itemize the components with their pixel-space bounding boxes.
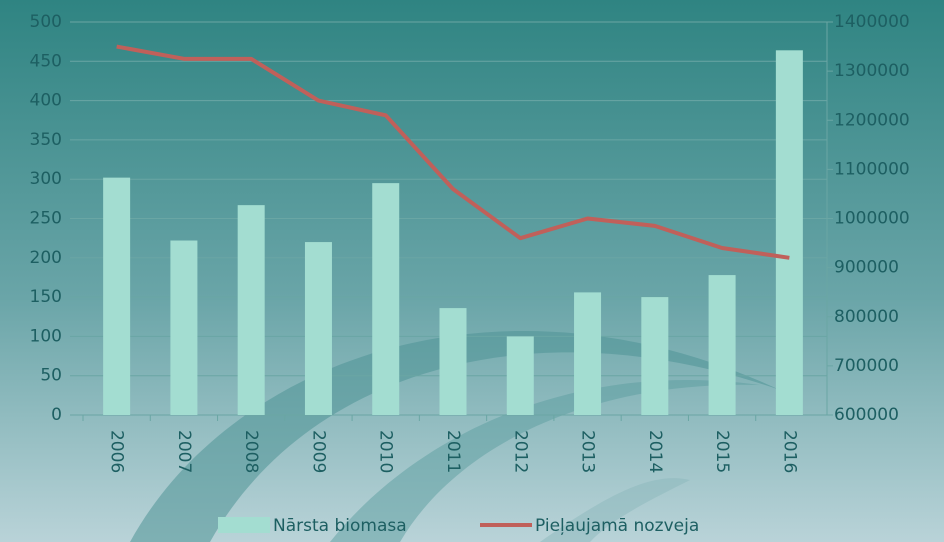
y2-tick-label: 1000000 — [834, 209, 910, 229]
x-tick-label: 2009 — [308, 430, 328, 473]
x-tick-label: 2015 — [712, 430, 732, 473]
y-tick-label: 500 — [30, 12, 62, 32]
y-tick-label: 0 — [51, 405, 62, 425]
x-tick-label: 2007 — [174, 430, 194, 473]
y-tick-label: 100 — [30, 326, 62, 346]
y-tick-label: 300 — [30, 169, 62, 189]
y-tick-label: 250 — [30, 209, 62, 229]
x-tick-label: 2013 — [578, 430, 598, 473]
bar — [506, 336, 534, 415]
y2-tick-label: 600000 — [834, 405, 899, 425]
bar — [708, 275, 736, 415]
bar — [304, 242, 332, 415]
y2-tick-label: 700000 — [834, 356, 899, 376]
bar — [372, 183, 400, 415]
y-tick-label: 50 — [40, 366, 62, 386]
bar — [641, 297, 669, 415]
x-tick-label: 2014 — [645, 430, 665, 473]
y-tick-label: 400 — [30, 91, 62, 111]
legend-swatch — [218, 517, 270, 533]
bar — [439, 308, 467, 415]
x-tick-label: 2010 — [376, 430, 396, 473]
y-tick-label: 450 — [30, 51, 62, 71]
y2-tick-label: 1200000 — [834, 110, 910, 130]
y2-tick-label: 1100000 — [834, 159, 910, 179]
y2-tick-label: 900000 — [834, 258, 899, 278]
legend-label: Nārsta biomasa — [273, 516, 407, 536]
decor-swoosh — [330, 379, 760, 542]
y-tick-label: 350 — [30, 130, 62, 150]
x-tick-label: 2008 — [241, 430, 261, 473]
x-tick-label: 2011 — [443, 430, 463, 473]
y2-tick-label: 1300000 — [834, 61, 910, 81]
y2-tick-label: 1400000 — [834, 12, 910, 32]
y-tick-label: 150 — [30, 287, 62, 307]
bar — [103, 177, 131, 415]
bar — [170, 240, 198, 415]
line — [116, 44, 790, 260]
x-tick-label: 2012 — [510, 430, 530, 473]
bar — [574, 292, 602, 415]
x-tick-label: 2016 — [779, 430, 799, 473]
bar — [237, 205, 265, 415]
x-tick-label: 2006 — [107, 430, 127, 473]
y2-tick-label: 800000 — [834, 307, 899, 327]
decor-swoosh — [540, 478, 690, 542]
decor-swoosh — [130, 330, 780, 542]
y-tick-label: 200 — [30, 248, 62, 268]
legend-label: Pieļaujamā nozveja — [535, 516, 699, 536]
bar — [775, 50, 803, 416]
